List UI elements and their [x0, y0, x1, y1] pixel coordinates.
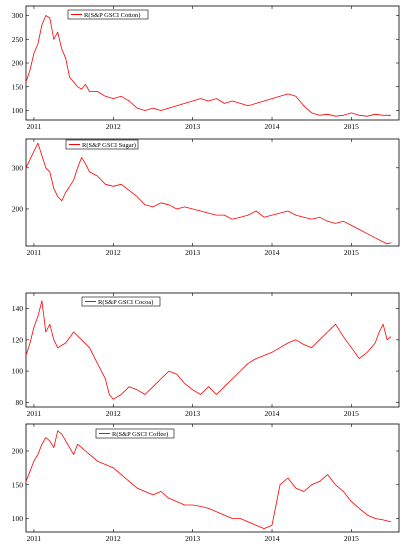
y-tick-label: 120: [12, 335, 24, 344]
y-tick-label: 100: [12, 514, 24, 523]
y-tick-label: 150: [12, 82, 24, 91]
x-tick-label: 2014: [265, 534, 280, 543]
x-tick-label: 2012: [106, 248, 121, 257]
legend-label: R(S&P GSCI Coffee): [112, 431, 168, 438]
legend-label: R(S&P GSCI Cotton): [84, 12, 140, 19]
y-tick-label: 300: [12, 11, 24, 20]
y-tick-label: 100: [12, 367, 24, 376]
legend-label: R(S&P GSCI Sugar): [82, 142, 136, 149]
x-tick-label: 2013: [185, 534, 200, 543]
x-tick-label: 2014: [265, 248, 280, 257]
x-tick-label: 2015: [344, 409, 359, 418]
x-tick-label: 2013: [185, 409, 200, 418]
x-tick-label: 2011: [27, 122, 42, 131]
legend: R(S&P GSCI Sugar): [65, 139, 139, 150]
plot-frame: [25, 423, 400, 533]
x-tick-label: 2012: [106, 122, 121, 131]
series-line: [25, 142, 392, 245]
x-tick-label: 2014: [265, 409, 280, 418]
y-tick-label: 200: [12, 59, 24, 68]
legend-box: [81, 296, 161, 307]
y-tick-label: 140: [12, 304, 24, 313]
x-tick-label: 2012: [106, 534, 121, 543]
x-tick-label: 2015: [344, 534, 359, 543]
plot-frame: [25, 292, 400, 408]
legend: R(S&P GSCI Cotton): [67, 9, 149, 20]
x-tick-label: 2015: [344, 248, 359, 257]
x-tick-label: 2012: [106, 409, 121, 418]
y-tick-label: 300: [12, 163, 24, 172]
x-tick-label: 2013: [185, 248, 200, 257]
series-line: [25, 430, 392, 529]
y-tick-label: 80: [16, 398, 24, 407]
plot-frame: [25, 138, 400, 247]
y-tick-label: 250: [12, 35, 24, 44]
legend-label: R(S&P GSCI Cocoa): [98, 299, 153, 306]
chart-panel-3: 80 100 120 140 2011 2012 2013 2014 2015 R(S&P GSC…: [12, 292, 400, 418]
y-tick-label: 200: [12, 204, 24, 213]
chart-panel-4: 100 150 200 2011 2012 2013 2014 2015 R(S&P GSCI …: [12, 423, 400, 543]
legend: R(S&P GSCI Cocoa): [81, 296, 161, 307]
x-tick-label: 2013: [185, 122, 200, 131]
chart-panel-2: 200 300 2011 2012 2013 2014 2015 R(S&P GSCI Sug…: [12, 138, 400, 257]
legend-box: [65, 139, 139, 150]
y-tick-label: 200: [12, 447, 24, 456]
series-line: [25, 15, 392, 117]
series-line: [25, 300, 392, 400]
legend: R(S&P GSCI Coffee): [95, 428, 175, 439]
x-tick-label: 2015: [344, 122, 359, 131]
y-tick-label: 100: [12, 106, 24, 115]
y-tick-label: 150: [12, 480, 24, 489]
legend-box: [67, 9, 149, 20]
x-tick-label: 2014: [265, 122, 280, 131]
x-tick-label: 2011: [27, 409, 42, 418]
plot-frame: [25, 5, 400, 121]
x-tick-label: 2011: [27, 534, 42, 543]
legend-box: [95, 428, 175, 439]
chart-panel-1: 100 150 200 250 300 2011 2012 2013 2014 2015 R(S&P…: [12, 5, 400, 131]
x-tick-label: 2011: [27, 248, 42, 257]
